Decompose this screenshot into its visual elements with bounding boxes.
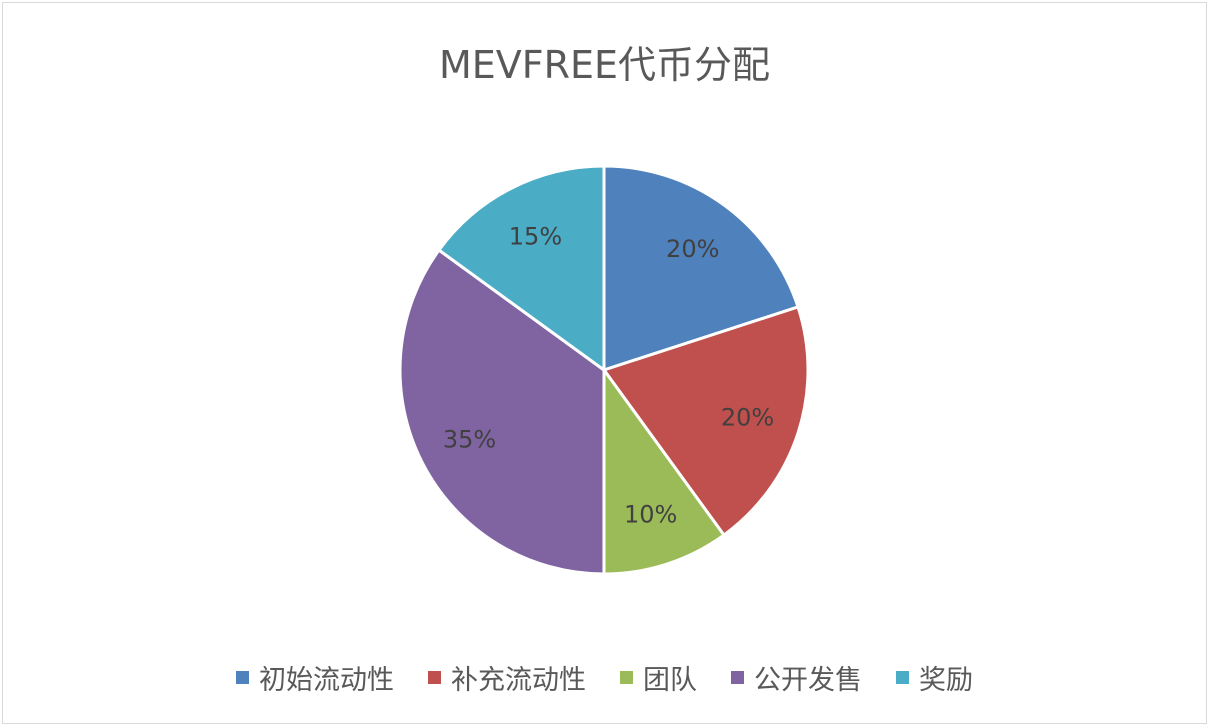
data-label: 15% xyxy=(509,222,562,250)
chart-title: MEVFREE代币分配 xyxy=(438,43,771,87)
legend-item: 补充流动性 xyxy=(428,658,586,697)
data-label: 10% xyxy=(624,501,677,529)
data-label: 20% xyxy=(721,404,774,432)
legend-label: 初始流动性 xyxy=(259,665,394,696)
legend-item: 奖励 xyxy=(896,658,973,697)
legend-swatch xyxy=(896,671,909,684)
legend-label: 公开发售 xyxy=(754,665,862,696)
legend-swatch xyxy=(236,671,249,684)
pie-slice xyxy=(602,164,800,373)
pie-slice xyxy=(601,305,810,538)
legend-label: 团队 xyxy=(643,665,697,696)
pie-slice xyxy=(398,247,606,576)
pie-slice xyxy=(602,365,727,576)
pie-slice xyxy=(436,164,606,373)
legend-swatch xyxy=(620,671,633,684)
legend-label: 补充流动性 xyxy=(451,665,586,696)
legend-item: 公开发售 xyxy=(731,658,862,697)
legend-item: 团队 xyxy=(620,658,697,697)
legend-swatch xyxy=(428,671,441,684)
legend-swatch xyxy=(731,671,744,684)
data-label: 20% xyxy=(666,235,719,263)
legend-item: 初始流动性 xyxy=(236,658,394,697)
legend: 初始流动性 补充流动性 团队 公开发售 奖励 xyxy=(0,658,1209,697)
data-label: 35% xyxy=(443,426,496,454)
legend-label: 奖励 xyxy=(919,665,973,696)
